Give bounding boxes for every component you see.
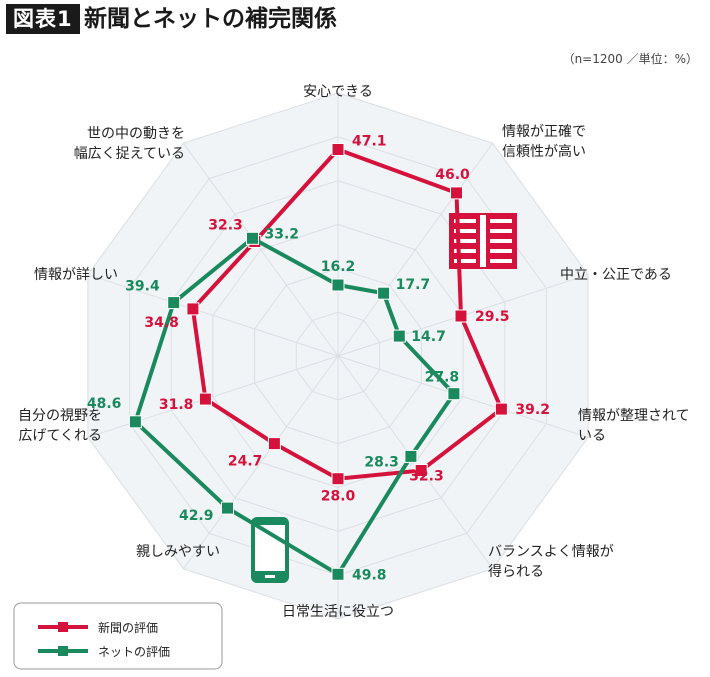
data-point-net — [128, 415, 142, 429]
axis-label-line: 中立・公正である — [560, 267, 672, 283]
data-label-news: 24.7 — [228, 454, 263, 470]
axis-label-line: 世の中の動きを — [87, 126, 185, 142]
data-label-news: 28.0 — [321, 489, 356, 505]
axis-label-line: 広げてくれる — [18, 428, 102, 444]
data-label-news: 29.5 — [475, 309, 510, 325]
data-point-net — [167, 296, 181, 310]
axis-label: 自分の視野を広げてくれる — [18, 408, 102, 444]
data-point-news — [454, 309, 468, 323]
unit-note: （n=1200 ／単位：%） — [562, 52, 698, 66]
grid-spoke — [87, 274, 339, 357]
figure-badge: 図表1 — [6, 4, 80, 34]
grid-spoke — [182, 142, 339, 357]
axis-label-line: 情報が詳しい — [34, 267, 118, 283]
axis-label-line: 得られる — [488, 563, 544, 580]
data-label-news: 46.0 — [435, 167, 470, 183]
data-point-news — [331, 143, 345, 156]
data-label-net: 16.2 — [321, 259, 356, 275]
axis-label-line: いる — [578, 428, 606, 444]
axis-label: 中立・公正である — [560, 267, 672, 283]
axis-label: 日常生活に役立つ — [282, 604, 394, 620]
data-label-net: 42.9 — [179, 508, 214, 524]
newspaper-text-line — [490, 249, 512, 253]
axis-label-line: 信頼性が高い — [502, 143, 586, 160]
axis-labels: 安心できる情報が正確で信頼性が高い中立・公正である情報が整理されているバランスよ… — [18, 84, 690, 620]
axis-label-line: 自分の視野を — [18, 408, 102, 424]
axis-label-line: 親しみやすい — [136, 544, 220, 560]
legend-news-marker — [58, 622, 68, 632]
data-label-net: 28.3 — [364, 454, 399, 470]
axis-label: 情報が詳しい — [34, 267, 118, 283]
newspaper-text-line — [490, 229, 512, 233]
data-point-news — [331, 472, 345, 486]
axis-label-line: 情報が整理されて — [578, 408, 690, 424]
axis-label: 情報が整理されている — [578, 408, 690, 444]
data-point-net — [377, 286, 391, 300]
data-label-news: 34.8 — [144, 315, 179, 331]
axis-label-line: 情報が正確で — [502, 124, 586, 140]
radar-series — [128, 143, 508, 581]
data-label-net: 27.8 — [425, 370, 460, 386]
grid-spoke — [182, 355, 339, 570]
axis-label: 親しみやすい — [136, 544, 220, 560]
legend: 新聞の評価 ネットの評価 — [13, 602, 223, 670]
data-label-net: 49.8 — [352, 567, 387, 583]
newspaper-text-line — [490, 239, 512, 243]
chart-title: 新聞とネットの補完関係 — [84, 6, 337, 32]
newspaper-fold — [480, 215, 486, 267]
axis-label: 情報が正確で信頼性が高い — [502, 124, 586, 160]
data-label-news: 32.3 — [409, 469, 444, 485]
legend-net-label: ネットの評価 — [98, 644, 170, 659]
data-label-news: 47.1 — [352, 134, 387, 150]
phone-home-button — [265, 575, 275, 578]
data-point-net — [221, 501, 234, 515]
data-point-news — [198, 392, 212, 406]
legend-box — [13, 602, 223, 670]
newspaper-text-line — [454, 229, 476, 233]
newspaper-text-line — [454, 239, 476, 243]
data-label-net: 17.7 — [396, 277, 431, 293]
data-label-news: 31.8 — [159, 397, 194, 413]
data-point-net — [331, 278, 345, 292]
axis-label-line: 安心できる — [303, 84, 373, 100]
data-point-net — [404, 449, 418, 463]
data-point-net — [392, 329, 406, 343]
axis-label: 安心できる — [303, 84, 373, 100]
newspaper-text-line — [490, 259, 512, 263]
data-point-news — [267, 437, 281, 451]
axis-label-line: 日常生活に役立つ — [282, 604, 394, 620]
newspaper-text-line — [454, 219, 476, 223]
newspaper-text-line — [454, 249, 476, 253]
legend-news-label: 新聞の評価 — [98, 620, 158, 635]
data-point-news — [494, 402, 508, 416]
axis-label: 世の中の動きを幅広く捉えている — [74, 126, 185, 162]
grid-spoke — [337, 142, 494, 357]
data-point-net — [246, 231, 259, 245]
axis-label-line: 幅広く捉えている — [74, 146, 185, 162]
data-label-news: 39.2 — [515, 402, 550, 418]
axis-label-line: バランスよく情報が — [488, 544, 614, 560]
data-label-news: 32.3 — [208, 218, 243, 234]
data-label-net: 14.7 — [411, 329, 446, 345]
newspaper-text-line — [454, 259, 476, 263]
data-label-net: 48.6 — [87, 396, 122, 412]
data-label-net: 33.2 — [265, 226, 300, 242]
data-point-news — [414, 464, 428, 477]
data-point-news — [186, 302, 200, 316]
data-label-net: 39.4 — [125, 279, 160, 295]
data-point-news — [450, 186, 463, 200]
data-labels: 47.1 46.0 29.5 39.2 32.3 28.0 24.7 31.8 34.8 32.3… — [87, 134, 550, 584]
axis-label: バランスよく情報が得られる — [488, 544, 614, 580]
data-point-net — [447, 387, 461, 401]
newspaper-text-line — [490, 219, 512, 223]
legend-net-marker — [58, 646, 68, 656]
grid-spoke — [337, 355, 589, 438]
data-point-net — [331, 567, 345, 581]
